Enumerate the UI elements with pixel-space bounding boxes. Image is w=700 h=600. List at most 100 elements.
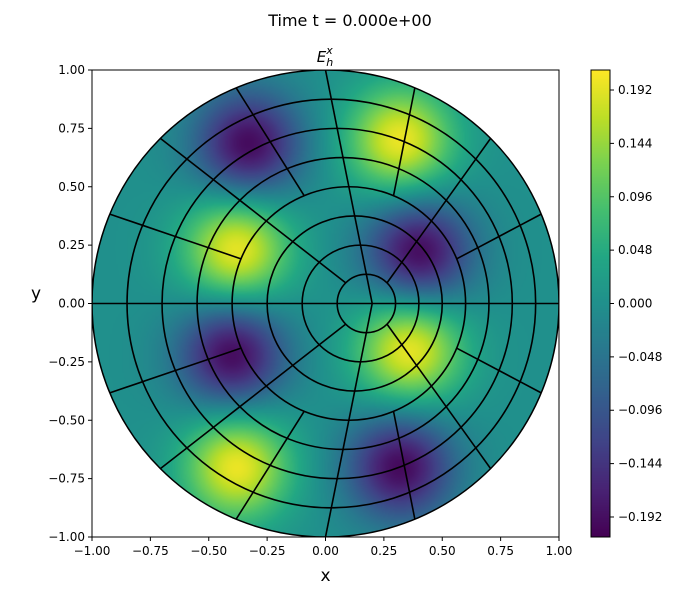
mesh-spoke (415, 364, 433, 387)
colorbar-tick-label: 0.048 (618, 243, 652, 257)
mesh-spoke (186, 426, 214, 449)
mesh-spoke (269, 141, 288, 170)
mesh-spoke (398, 438, 405, 466)
x-tick-label: 0.50 (429, 544, 456, 558)
mesh-spoke (475, 447, 492, 470)
title-sub: h (326, 56, 333, 69)
y-tick-label: 0.50 (58, 180, 85, 194)
mesh-spoke (348, 390, 356, 421)
colorbar-tick-label: 0.096 (618, 190, 652, 204)
mesh-spoke (336, 128, 344, 158)
colorbar-ticks: −0.192 −0.144 −0.096 −0.048 0.000 0.048 0.096 0… (610, 83, 662, 524)
mesh-spoke (445, 179, 462, 201)
y-tick-label: 1.00 (58, 63, 85, 77)
colorbar-tick-label: −0.096 (618, 403, 662, 417)
mesh-spoke (353, 215, 362, 246)
title-sup: x (325, 44, 333, 57)
mesh-spoke (239, 199, 267, 222)
figure-suptitle: Time t = 0.000e+00 (267, 11, 432, 30)
mesh-spoke (519, 380, 542, 394)
mesh-spoke (398, 141, 405, 169)
mesh-spoke (292, 344, 320, 367)
mesh-spoke (477, 235, 500, 249)
y-axis-ticks: −1.00 −0.75 −0.50 −0.25 0.00 0.25 0.50 0.75 1.00 (48, 63, 92, 544)
mesh-spoke (408, 87, 416, 115)
mesh-spoke (430, 199, 447, 222)
mesh-spoke (359, 332, 368, 363)
mesh-spoke (475, 137, 492, 160)
colorbar-tick-label: 0.192 (618, 83, 652, 97)
mesh-spoke (403, 114, 411, 142)
mesh-lines (92, 70, 559, 537)
mesh-spoke (392, 168, 400, 196)
mesh-spoke (348, 186, 356, 217)
axes-title: Ehx (317, 44, 333, 69)
x-axis-label: x (320, 566, 330, 586)
y-tick-label: 0.25 (58, 238, 85, 252)
mesh-spoke (207, 347, 242, 361)
mesh-spoke (235, 491, 254, 520)
x-axis-ticks: −1.00 −0.75 −0.50 −0.25 0.00 0.25 0.50 0.75 1.00 (74, 537, 573, 558)
mesh-spoke (336, 449, 344, 479)
x-tick-label: −0.75 (132, 544, 169, 558)
mesh-spoke (460, 158, 477, 181)
colorbar-tick-label: 0.144 (618, 136, 652, 150)
mesh-spoke (365, 274, 373, 304)
mesh-spoke (269, 437, 288, 466)
mesh-spoke (498, 369, 521, 383)
mesh-spoke (392, 411, 400, 439)
mesh-spoke (175, 358, 209, 372)
mesh-spoke (477, 358, 500, 372)
mesh-spoke (330, 99, 338, 129)
mesh-spoke (318, 323, 347, 346)
y-tick-label: −1.00 (48, 530, 85, 544)
mesh-spoke (324, 507, 333, 537)
x-tick-label: −1.00 (74, 544, 111, 558)
x-tick-label: −0.50 (190, 544, 227, 558)
title-base: E (317, 48, 327, 66)
mesh-spoke (401, 241, 418, 263)
mesh-spoke (403, 465, 411, 493)
x-tick-label: 0.75 (487, 544, 514, 558)
mesh-spoke (430, 385, 447, 408)
mesh-spoke (109, 380, 143, 394)
mesh-spoke (456, 246, 479, 260)
mesh-spoke (235, 87, 254, 116)
mesh-spoke (386, 261, 403, 284)
mesh-spoke (401, 344, 418, 366)
mesh-spoke (342, 420, 350, 450)
mesh-spoke (342, 157, 350, 187)
mesh-spoke (386, 323, 403, 346)
mesh-spoke (292, 240, 320, 263)
mesh-spoke (445, 406, 462, 428)
mesh-spoke (109, 213, 143, 227)
mesh-spoke (212, 179, 241, 201)
mesh-spoke (142, 369, 176, 383)
mesh-spoke (186, 158, 214, 181)
mesh-spoke (252, 464, 271, 493)
x-tick-label: 1.00 (546, 544, 573, 558)
y-tick-label: −0.25 (48, 355, 85, 369)
mesh-spoke (265, 220, 294, 243)
mesh-spoke (519, 213, 542, 227)
x-tick-label: 0.00 (312, 544, 339, 558)
y-tick-label: −0.50 (48, 413, 85, 427)
colorbar (591, 70, 610, 537)
mesh-spoke (324, 70, 333, 100)
mesh-spoke (365, 303, 373, 333)
mesh-spoke (286, 410, 305, 439)
plot-area (92, 70, 559, 537)
y-tick-label: 0.00 (58, 297, 85, 311)
mesh-spoke (159, 447, 188, 470)
mesh-spoke (159, 137, 188, 160)
mesh-spoke (359, 244, 368, 275)
mesh-spoke (415, 220, 433, 243)
y-tick-label: 0.75 (58, 121, 85, 135)
colorbar-tick-label: −0.192 (618, 510, 662, 524)
mesh-spoke (239, 385, 267, 408)
mesh-spoke (252, 114, 271, 143)
y-tick-label: −0.75 (48, 472, 85, 486)
mesh-spoke (330, 478, 338, 508)
mesh-spoke (456, 347, 479, 361)
mesh-spoke (318, 261, 347, 284)
